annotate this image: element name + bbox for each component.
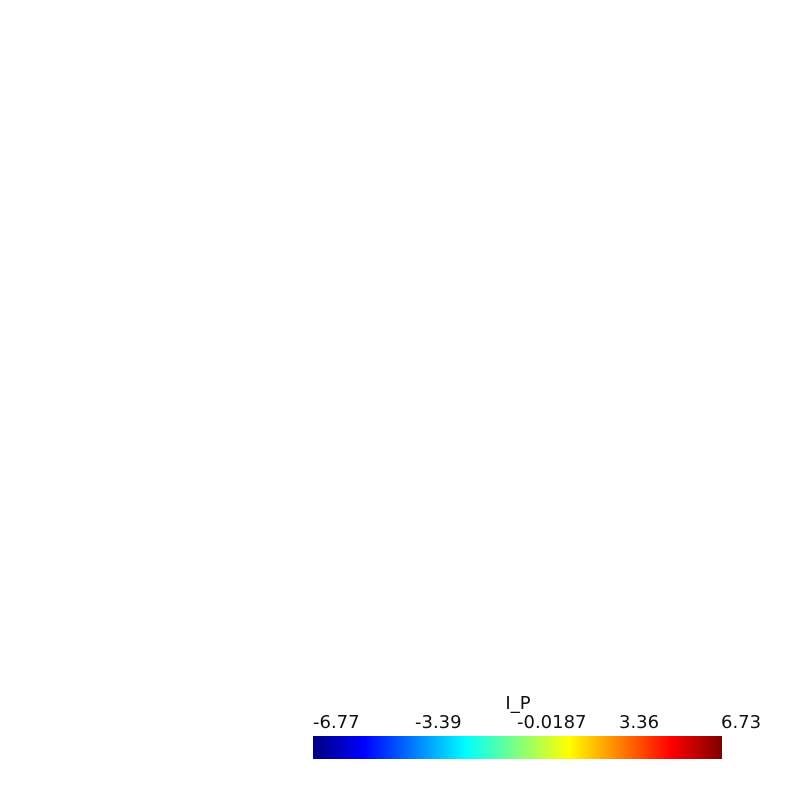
colorbar-tick-label: 3.36 (619, 712, 660, 733)
colorbar-title: I_P (505, 693, 531, 714)
colorbar-gradient-fill (313, 736, 722, 759)
colorbar-tick-label: 6.73 (721, 712, 762, 733)
colorbar-tick-label: -6.77 (313, 712, 360, 733)
colorbar-tick-label: -0.0187 (517, 712, 587, 733)
colorbar-gradient (313, 736, 722, 759)
colorbar-tick-label: -3.39 (415, 712, 462, 733)
